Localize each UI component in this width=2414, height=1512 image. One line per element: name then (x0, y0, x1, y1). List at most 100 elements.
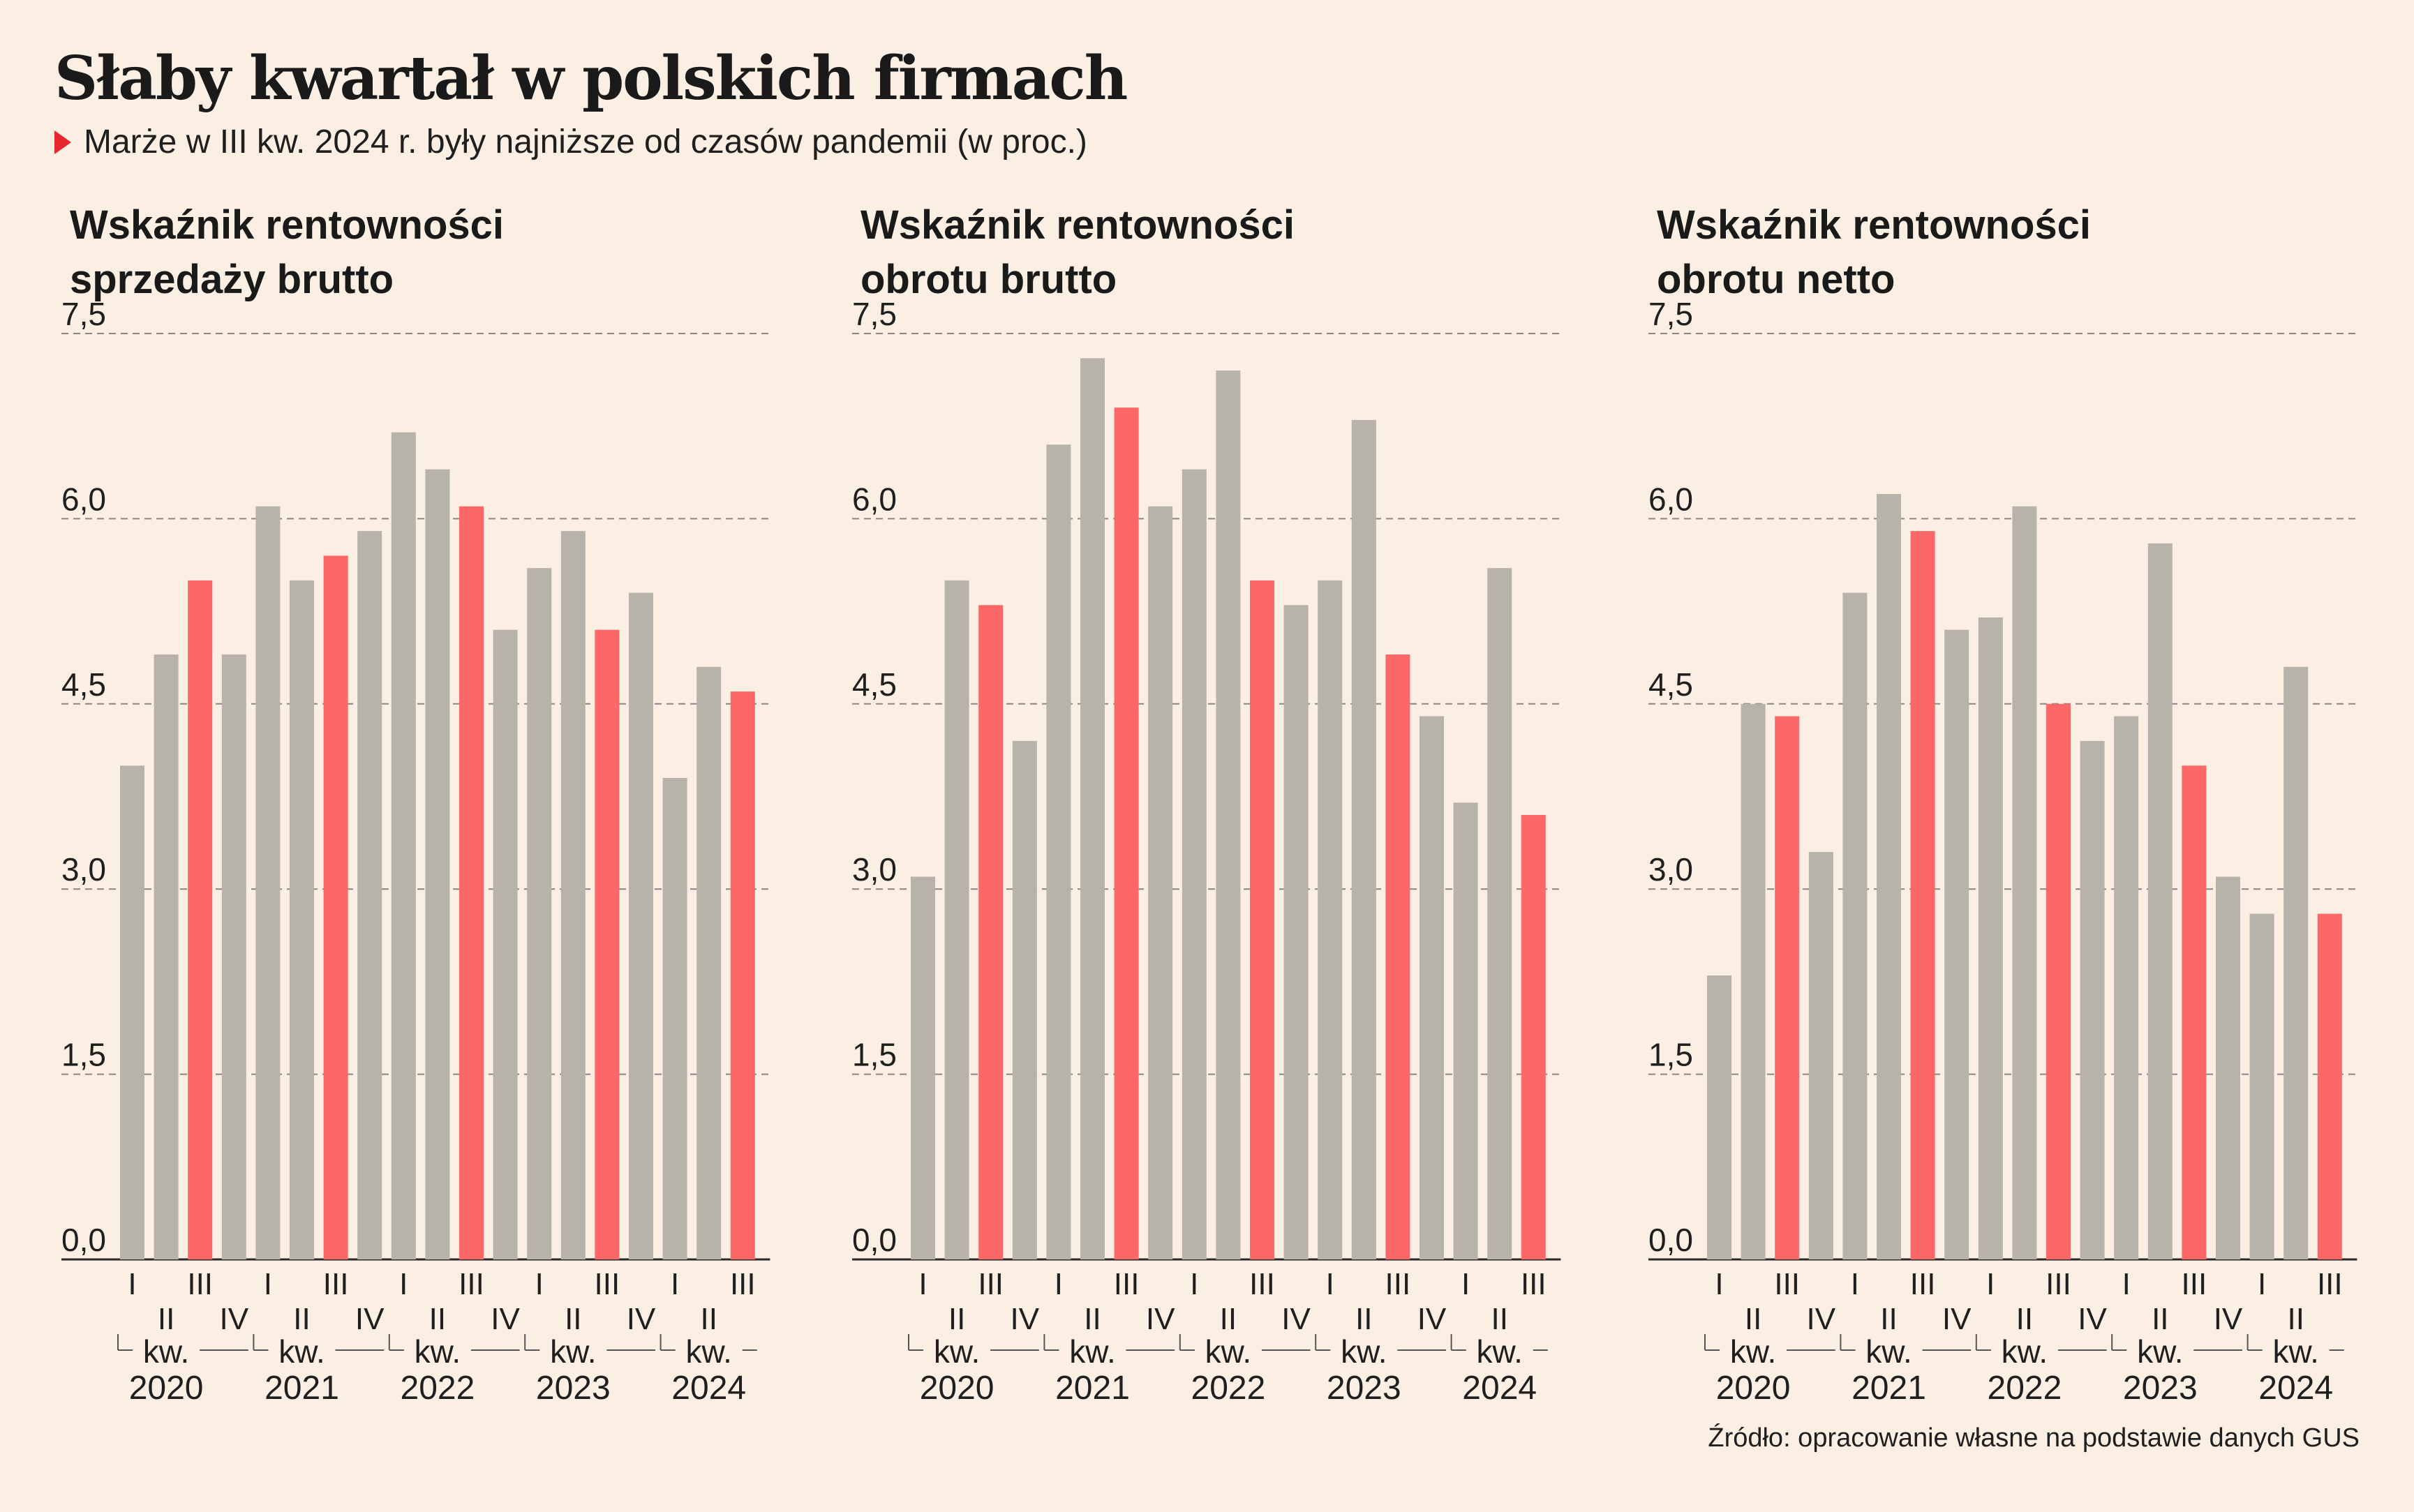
bar (2216, 876, 2240, 1259)
year-label: 2024 (671, 1370, 746, 1407)
x-tick-label: II (948, 1302, 965, 1336)
x-tick-label: III (2317, 1267, 2343, 1301)
x-tick-label: III (1385, 1267, 1411, 1301)
bar (560, 531, 586, 1260)
x-tick-label: I (535, 1267, 544, 1301)
x-tick-label: I (2258, 1267, 2266, 1301)
x-tick-label: I (1715, 1267, 1723, 1301)
x-tick-label: II (1491, 1302, 1507, 1336)
y-tick-label: 7,5 (852, 296, 897, 332)
year-prefix-label: kw. (1205, 1333, 1251, 1370)
chart-title: Wskaźnik rentowności sprzedaży brutto (70, 198, 504, 307)
bar (527, 568, 552, 1259)
y-tick-label: 7,5 (61, 296, 106, 332)
bar (255, 506, 281, 1259)
x-tick-label: III (1249, 1267, 1275, 1301)
year-prefix-label: kw. (2137, 1333, 2183, 1370)
x-tick-label: II (429, 1302, 446, 1336)
bar-chart: 0,01,53,04,56,07,5IIIIIIIVIIIIIIIVIIIIII… (61, 296, 770, 1407)
x-tick-label: I (399, 1267, 408, 1301)
y-tick-label: 1,5 (61, 1037, 106, 1073)
x-tick-label: IV (491, 1302, 520, 1336)
x-tick-label: I (1986, 1267, 1995, 1301)
year-prefix-label: kw. (1730, 1333, 1776, 1370)
year-label: 2023 (2123, 1370, 2198, 1407)
bar (2182, 765, 2207, 1259)
bar (2114, 716, 2139, 1259)
year-prefix-label: kw. (685, 1333, 731, 1370)
year-label: 2023 (1327, 1370, 1401, 1407)
page-title: Słaby kwartał w polskich firmach (54, 43, 1128, 114)
x-tick-label: IV (627, 1302, 656, 1336)
x-tick-label: II (2287, 1302, 2304, 1336)
x-tick-label: II (293, 1302, 310, 1336)
bar (1114, 407, 1139, 1260)
x-tick-label: II (1355, 1302, 1372, 1336)
year-label: 2023 (536, 1370, 611, 1407)
x-tick-label: IV (1417, 1302, 1447, 1336)
x-tick-label: III (1521, 1267, 1547, 1301)
chart-title: Wskaźnik rentowności obrotu brutto (860, 198, 1295, 307)
x-tick-label: IV (2214, 1302, 2243, 1336)
chart-title: Wskaźnik rentowności obrotu netto (1657, 198, 2091, 307)
bar (1080, 358, 1105, 1259)
bar (1910, 531, 1935, 1260)
year-prefix-label: kw. (550, 1333, 596, 1370)
year-prefix-label: kw. (934, 1333, 980, 1370)
triangle-marker-icon (54, 130, 71, 154)
bar (1283, 605, 1309, 1259)
bar (1808, 852, 1833, 1259)
bar (2147, 543, 2173, 1260)
bar (2012, 506, 2037, 1259)
bar (1216, 370, 1241, 1259)
subtitle-text: Marże w III kw. 2024 r. były najniższe o… (84, 123, 1087, 160)
x-tick-label: III (323, 1267, 349, 1301)
chart-panel-sprzedazy-brutto: Wskaźnik rentowności sprzedaży brutto 0,… (0, 0, 796, 1512)
x-tick-label: III (1114, 1267, 1140, 1301)
y-tick-label: 4,5 (1648, 666, 1693, 703)
bar (1521, 815, 1546, 1259)
bar (2317, 913, 2342, 1259)
year-label: 2024 (2258, 1370, 2333, 1407)
x-tick-label: I (1055, 1267, 1063, 1301)
x-tick-label: IV (1281, 1302, 1311, 1336)
bar (1385, 654, 1410, 1259)
year-label: 2020 (1716, 1370, 1791, 1407)
bar (290, 580, 314, 1259)
chart-title-line: obrotu brutto (860, 257, 1117, 302)
bar (1775, 716, 1800, 1259)
bar-chart: 0,01,53,04,56,07,5IIIIIIIVIIIIIIIVIIIIII… (1648, 296, 2357, 1407)
bar (1420, 716, 1444, 1259)
x-tick-label: III (595, 1267, 620, 1301)
bar (323, 555, 348, 1259)
x-tick-label: II (158, 1302, 174, 1336)
bar (1741, 703, 1766, 1259)
bar (1318, 580, 1343, 1259)
year-label: 2022 (1191, 1370, 1266, 1407)
x-tick-label: I (1326, 1267, 1334, 1301)
x-tick-label: II (1745, 1302, 1761, 1336)
x-tick-label: II (2152, 1302, 2168, 1336)
x-tick-label: II (2016, 1302, 2033, 1336)
bar (2046, 703, 2071, 1259)
bar (944, 580, 969, 1259)
bar (2249, 913, 2274, 1259)
chart-title-line: Wskaźnik rentowności (1657, 202, 2092, 248)
x-tick-label: I (2122, 1267, 2131, 1301)
x-tick-label: III (1910, 1267, 1936, 1301)
bar (730, 691, 755, 1259)
year-label: 2022 (401, 1370, 475, 1407)
chart-title-line: Wskaźnik rentowności (860, 202, 1295, 248)
x-tick-label: I (1851, 1267, 1859, 1301)
chart-panel-obrotu-brutto: Wskaźnik rentowności obrotu brutto 0,0 1,… (791, 0, 1586, 1512)
chart-title-line: sprzedaży brutto (70, 257, 394, 302)
bar (120, 765, 144, 1259)
x-tick-label: III (730, 1267, 756, 1301)
source-note: Źródło: opracowanie własne na podstawie … (1708, 1423, 2360, 1453)
year-prefix-label: kw. (1865, 1333, 1912, 1370)
bar (696, 666, 722, 1259)
bar (1877, 494, 1901, 1259)
bar (357, 531, 382, 1260)
year-prefix-label: kw. (1341, 1333, 1387, 1370)
chart-panel-obrotu-netto: Wskaźnik rentowności obrotu netto 0,0 1,5… (1587, 0, 2383, 1512)
